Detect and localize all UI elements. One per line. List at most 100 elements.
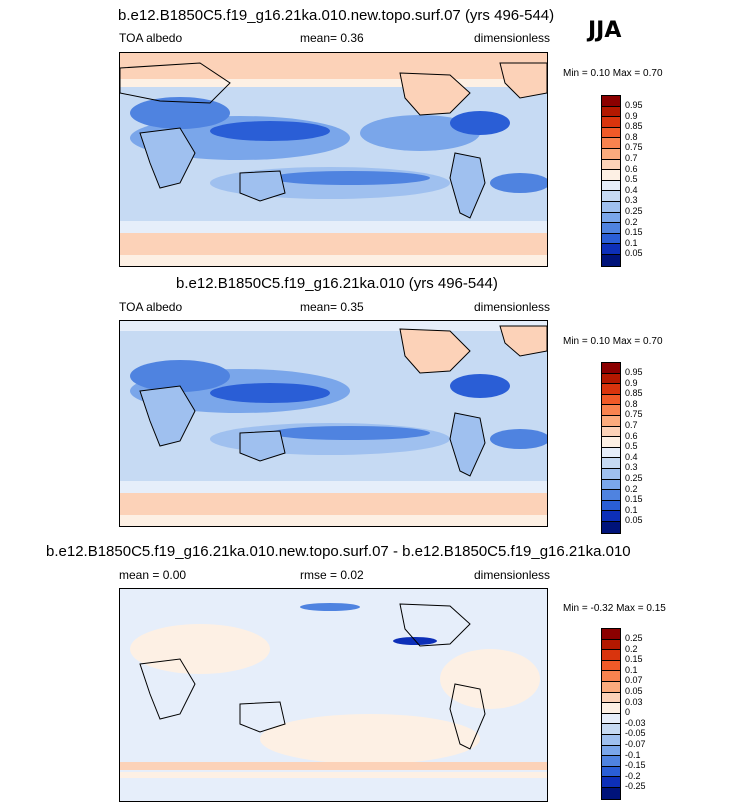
colorbar-swatch	[602, 106, 620, 118]
colorbar-tick-label: 0.1	[625, 664, 638, 675]
panel-1-variable-label: TOA albedo	[119, 31, 183, 45]
colorbar-tick-label: 0.3	[625, 462, 638, 473]
colorbar-tick-label: 0.6	[625, 430, 638, 441]
colorbar-tick-label: 0.95	[625, 367, 643, 377]
colorbar-swatch	[602, 490, 620, 501]
colorbar-swatch	[602, 468, 620, 480]
season-label: JJA	[588, 18, 622, 43]
panel-3-map	[119, 588, 548, 802]
colorbar-tick-label: 0.3	[625, 195, 638, 206]
colorbar-tick-label: -0.1	[625, 749, 641, 760]
panel-3-minmax: Min = -0.32 Max = 0.15	[563, 603, 666, 614]
colorbar-swatch	[602, 384, 620, 395]
colorbar-swatch	[602, 138, 620, 149]
colorbar-swatch	[602, 766, 620, 778]
colorbar-swatch	[602, 405, 620, 416]
colorbar-tick-label: 0	[625, 707, 631, 718]
colorbar-tick-label: 0.85	[625, 121, 643, 132]
colorbar-swatch	[602, 159, 620, 171]
panel-2-mean-label: mean= 0.35	[300, 300, 364, 314]
colorbar-tick-label: 0.95	[625, 100, 643, 110]
colorbar-tick-label: 0.9	[625, 377, 638, 388]
colorbar-tick-label: 0.7	[625, 152, 638, 163]
colorbar-swatch	[602, 458, 620, 469]
colorbar-swatch	[602, 629, 620, 640]
colorbar-tick-label: 0.6	[625, 163, 638, 174]
panel-2-variable-label: TOA albedo	[119, 300, 183, 314]
colorbar-swatch	[602, 201, 620, 213]
panel-3-units-label: dimensionless	[474, 568, 551, 582]
colorbar-tick-label: 0.25	[625, 633, 643, 643]
panel-3-title: b.e12.B1850C5.f19_g16.21ka.010.new.topo.…	[46, 543, 631, 560]
panel-2-colorbar-labels: 0.95 0.9 0.85 0.8 0.75 0.7 0.6 0.5 0.4 0.3 0.25 0.2…	[625, 367, 643, 526]
colorbar-swatch	[602, 437, 620, 448]
colorbar-swatch	[602, 713, 620, 725]
panel-2-field	[120, 321, 547, 526]
colorbar-swatch	[602, 415, 620, 427]
colorbar-tick-label: 0.85	[625, 388, 643, 399]
colorbar-tick-label: -0.05	[625, 728, 646, 739]
colorbar-swatch	[602, 511, 620, 522]
colorbar-swatch	[602, 170, 620, 181]
colorbar-swatch	[602, 660, 620, 672]
colorbar-tick-label: 0.75	[625, 142, 643, 153]
colorbar-tick-label: 0.05	[625, 248, 643, 259]
colorbar-swatch	[602, 745, 620, 757]
colorbar-swatch	[602, 500, 620, 512]
colorbar-swatch	[602, 212, 620, 224]
panel-1-colorbar-labels: 0.95 0.9 0.85 0.8 0.75 0.7 0.6 0.5 0.4 0.3 0.25 0.2…	[625, 100, 643, 259]
colorbar-tick-label: -0.2	[625, 770, 641, 781]
colorbar-swatch	[602, 703, 620, 714]
panel-2-minmax: Min = 0.10 Max = 0.70	[563, 336, 663, 347]
panel-3-field	[120, 589, 547, 801]
colorbar-tick-label: 0.4	[625, 184, 638, 195]
colorbar-swatch	[602, 373, 620, 385]
colorbar-swatch	[602, 671, 620, 682]
panel-2-map	[119, 320, 548, 527]
colorbar-tick-label: 0.05	[625, 515, 643, 526]
colorbar-tick-label: -0.15	[625, 760, 646, 771]
colorbar-swatch	[602, 180, 620, 192]
panel-1-mean-label: mean= 0.36	[300, 31, 364, 45]
colorbar-tick-label: 0.03	[625, 696, 643, 707]
colorbar-tick-label: 0.8	[625, 398, 638, 409]
panel-1-field	[120, 53, 547, 266]
colorbar-tick-label: 0.2	[625, 643, 638, 654]
panel-2-colorbar	[601, 362, 621, 534]
colorbar-swatch	[602, 787, 620, 799]
colorbar-swatch	[602, 639, 620, 651]
colorbar-swatch	[602, 191, 620, 202]
colorbar-tick-label: 0.15	[625, 494, 643, 505]
colorbar-swatch	[602, 254, 620, 266]
colorbar-swatch	[602, 148, 620, 160]
colorbar-tick-label: 0.7	[625, 419, 638, 430]
colorbar-tick-label: 0.75	[625, 409, 643, 420]
colorbar-tick-label: 0.8	[625, 131, 638, 142]
colorbar-swatch	[602, 724, 620, 735]
panel-2-units-label: dimensionless	[474, 300, 551, 314]
colorbar-tick-label: 0.5	[625, 441, 638, 452]
colorbar-swatch	[602, 363, 620, 374]
colorbar-swatch	[602, 777, 620, 788]
colorbar-tick-label: 0.05	[625, 685, 643, 696]
colorbar-swatch	[602, 244, 620, 255]
colorbar-tick-label: 0.2	[625, 216, 638, 227]
colorbar-swatch	[602, 394, 620, 406]
colorbar-tick-label: -0.25	[625, 781, 646, 792]
panel-1-map	[119, 52, 548, 267]
panel-1-colorbar	[601, 95, 621, 267]
colorbar-tick-label: 0.07	[625, 675, 643, 686]
colorbar-tick-label: 0.1	[625, 504, 638, 515]
colorbar-tick-label: -0.07	[625, 738, 646, 749]
colorbar-tick-label: 0.9	[625, 110, 638, 121]
colorbar-swatch	[602, 96, 620, 107]
colorbar-swatch	[602, 426, 620, 438]
colorbar-tick-label: 0.15	[625, 654, 643, 665]
colorbar-swatch	[602, 734, 620, 746]
colorbar-tick-label: 0.15	[625, 227, 643, 238]
colorbar-swatch	[602, 233, 620, 245]
colorbar-swatch	[602, 479, 620, 491]
colorbar-tick-label: 0.2	[625, 483, 638, 494]
colorbar-swatch	[602, 117, 620, 128]
colorbar-tick-label: 0.25	[625, 472, 643, 483]
